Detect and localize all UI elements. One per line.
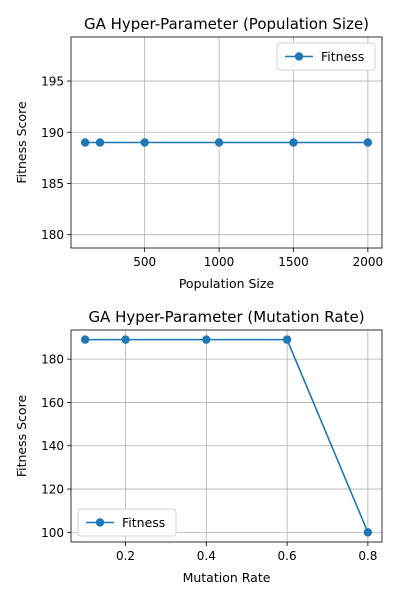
- data-point: [202, 335, 211, 344]
- x-axis-label: Population Size: [179, 276, 275, 291]
- x-tick-label: 0.2: [116, 549, 135, 563]
- x-tick: 2000: [353, 248, 384, 269]
- series-line: [85, 338, 369, 533]
- y-tick: 190: [41, 126, 71, 140]
- data-point: [282, 335, 292, 344]
- y-tick-label: 195: [41, 75, 64, 89]
- grid: [71, 37, 382, 248]
- legend-box: [77, 508, 177, 537]
- legend-marker: [294, 52, 304, 61]
- legend-box: [276, 42, 376, 71]
- data-point: [95, 138, 105, 147]
- x-tick-label: 500: [133, 255, 156, 269]
- y-tick-label: 160: [41, 396, 64, 410]
- y-tick-label: 185: [41, 177, 64, 191]
- legend: Fitness: [77, 508, 177, 537]
- y-tick-label: 100: [41, 526, 64, 540]
- y-tick: 120: [41, 483, 71, 497]
- y-tick: 195: [41, 75, 71, 89]
- plot-frame: [70, 36, 383, 249]
- y-tick: 160: [41, 396, 71, 410]
- x-tick: 0.8: [358, 542, 377, 563]
- y-tick: 180: [41, 353, 71, 367]
- y-tick-label: 120: [41, 483, 64, 497]
- data-point: [80, 138, 90, 147]
- y-tick-label: 180: [41, 353, 64, 367]
- chart-title: GA Hyper-Parameter (Population Size): [84, 15, 369, 33]
- data-point: [289, 138, 298, 147]
- x-tick-label: 0.4: [197, 549, 216, 563]
- x-tick-label: 0.6: [278, 549, 297, 563]
- x-tick-label: 1000: [204, 255, 235, 269]
- x-tick: 0.2: [116, 542, 135, 563]
- y-tick: 140: [41, 439, 71, 453]
- x-tick: 1500: [278, 248, 309, 269]
- y-tick: 185: [41, 177, 71, 191]
- x-tick-label: 1500: [278, 255, 309, 269]
- data-point: [363, 528, 373, 537]
- data-point: [121, 335, 130, 344]
- y-tick-label: 140: [41, 439, 64, 453]
- x-tick: 1000: [204, 248, 235, 269]
- x-tick-label: 0.8: [358, 549, 377, 563]
- x-tick-label: 2000: [353, 255, 384, 269]
- plot-frame: [70, 329, 383, 543]
- legend-label: Fitness: [122, 515, 165, 530]
- x-axis-label: Mutation Rate: [183, 570, 271, 585]
- chart-1: 500 1000 1500 2000 180 185 190 195 GA Hyper-Para…: [14, 15, 383, 291]
- chart-title: GA Hyper-Parameter (Mutation Rate): [88, 308, 364, 326]
- legend: Fitness: [276, 42, 376, 71]
- y-tick: 180: [41, 228, 71, 242]
- x-tick: 0.4: [197, 542, 216, 563]
- x-tick: 0.6: [278, 542, 297, 563]
- legend-marker: [95, 518, 105, 527]
- y-axis-label: Fitness Score: [14, 395, 29, 478]
- y-axis-label: Fitness Score: [14, 101, 29, 184]
- legend-label: Fitness: [321, 49, 364, 64]
- data-point: [140, 138, 149, 147]
- y-tick-label: 190: [41, 126, 64, 140]
- data-point: [80, 335, 90, 344]
- x-tick: 500: [133, 248, 156, 269]
- data-point: [214, 138, 224, 147]
- chart-2: 0.2 0.4 0.6 0.8 100 120 140 160 180 GA Hyper-Para…: [14, 308, 383, 585]
- data-point: [363, 138, 373, 147]
- y-tick-label: 180: [41, 228, 64, 242]
- y-tick: 100: [41, 526, 71, 540]
